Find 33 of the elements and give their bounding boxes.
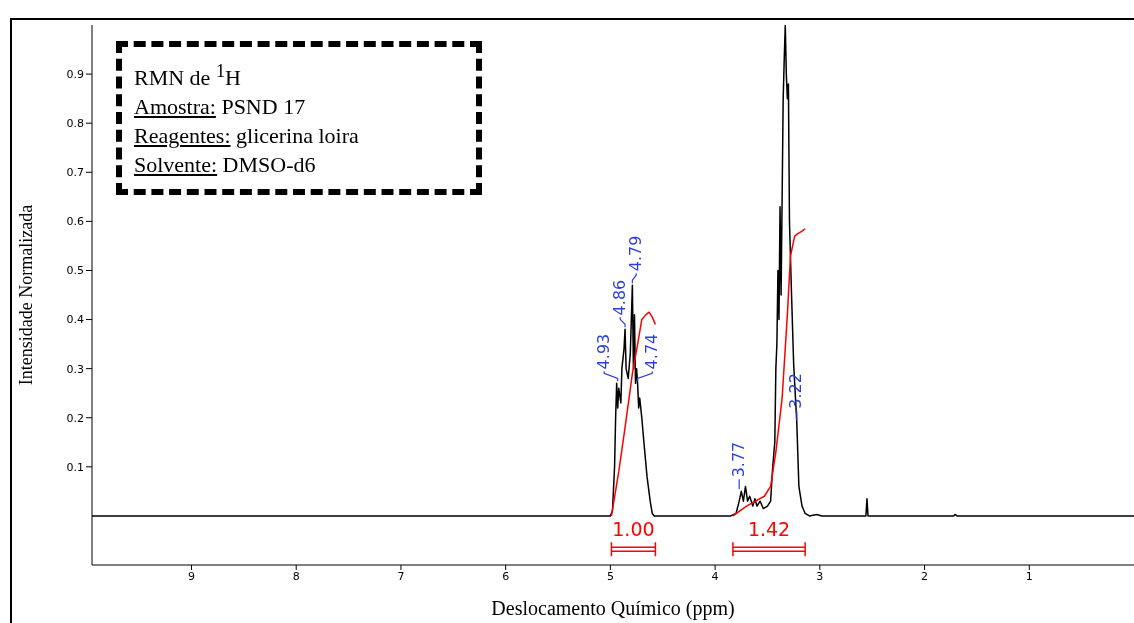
x-tick-label: 6 [502,569,510,583]
annotation: Solvente: DMSO-d6 [134,151,317,180]
annotation: 4.93 [593,333,613,370]
annotation: 3.22 [786,373,806,409]
y-tick-label: 0.4 [66,313,84,327]
x-tick-label: 3 [816,569,824,583]
annotation: Amostra: PSND 17 [134,93,307,122]
x-tick-label: 8 [292,569,300,583]
x-tick-label: 5 [606,569,614,583]
x-tick-label: 1 [1025,569,1033,583]
x-tick-label: 9 [187,569,195,583]
y-tick-label: 0.9 [66,68,84,81]
annotation: 1.00 [612,518,655,541]
annotation: 1.42 [747,518,791,541]
annotation: 4.79 [625,235,645,272]
y-tick-label: 0.7 [66,166,84,180]
y-tick-label: 0.8 [66,117,84,131]
annotation: 3.77 [728,441,748,478]
dashed-frame: RMN de $^{1}$H Amostra: PSND 17 Reagentes: glicerina loira Solvente: DMSO-d6 [116,41,482,196]
annotation: Reagentes: glicerina loira [134,122,360,151]
y-tick-label: 0.6 [66,215,84,229]
x-axis-title: Deslocamento Químico (ppm) [491,597,735,620]
annotation: 4.86 [609,279,629,316]
y-tick-label: 0.1 [66,460,84,474]
y-tick-label: 0.2 [66,411,84,425]
line-series [732,227,806,517]
x-tick-label: 7 [397,569,405,583]
y-tick-label: 0.5 [66,264,84,278]
x-tick-label: 4 [711,569,719,583]
y-tick-label: 0.3 [66,362,84,376]
annotation: 4.74 [641,333,661,370]
x-tick-label: 2 [921,569,929,583]
y-axis-title: Intensidade Normalizada [16,204,36,386]
